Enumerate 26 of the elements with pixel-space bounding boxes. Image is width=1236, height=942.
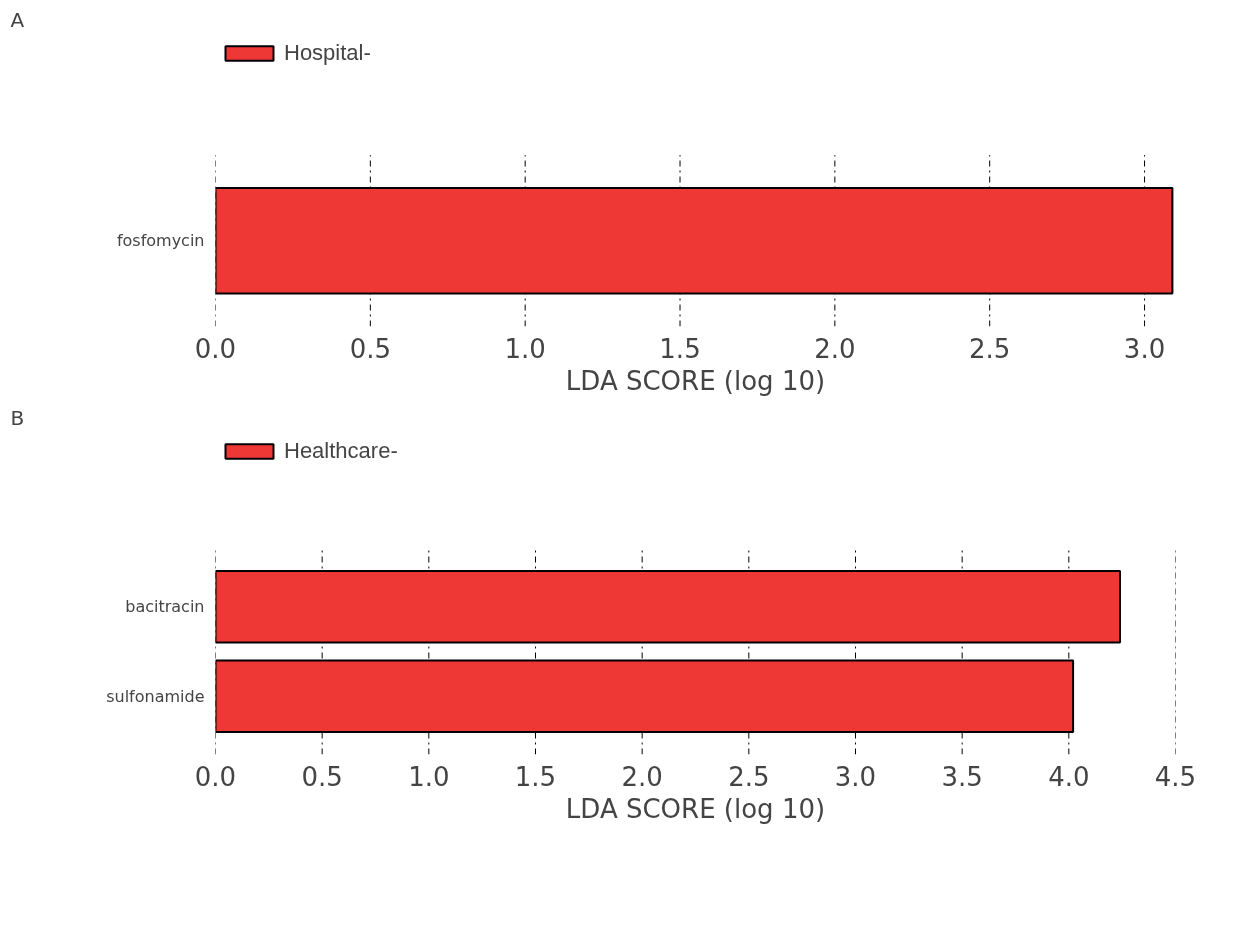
- x-tick-label: 2.5: [728, 761, 770, 792]
- x-tick-label: 1.5: [659, 333, 701, 364]
- y-tick-label: fosfomycin: [116, 231, 205, 251]
- legend-label: Hospital-: [284, 40, 371, 66]
- x-tick-label: 2.0: [621, 761, 663, 792]
- y-tick-label: bacitracin: [125, 597, 205, 617]
- x-tick-label: 3.5: [941, 761, 983, 792]
- x-tick-label: 1.5: [514, 761, 557, 792]
- text: B: [10, 405, 25, 430]
- x-axis-title: LDA SCORE (log 10): [565, 365, 826, 396]
- x-tick-label: 4.5: [1154, 761, 1197, 792]
- x-tick-label: 0.0: [194, 761, 237, 792]
- text: A: [10, 7, 25, 32]
- legend-label: Healthcare-: [284, 438, 398, 464]
- y-tick-label: sulfonamide: [106, 686, 205, 706]
- x-tick-label: 0.5: [349, 333, 392, 364]
- x-tick-label: 2.0: [814, 333, 856, 364]
- x-tick-label: 0.0: [194, 333, 237, 364]
- x-tick-label: 3.0: [834, 761, 877, 792]
- x-tick-label: 0.5: [301, 761, 343, 792]
- x-tick-label: 2.5: [969, 333, 1011, 364]
- x-tick-label: 4.0: [1048, 761, 1090, 792]
- x-axis-title: LDA SCORE (log 10): [565, 793, 826, 824]
- x-tick-label: 1.0: [408, 761, 450, 792]
- x-tick-label: 1.0: [504, 333, 546, 364]
- x-tick-label: 3.0: [1123, 333, 1166, 364]
